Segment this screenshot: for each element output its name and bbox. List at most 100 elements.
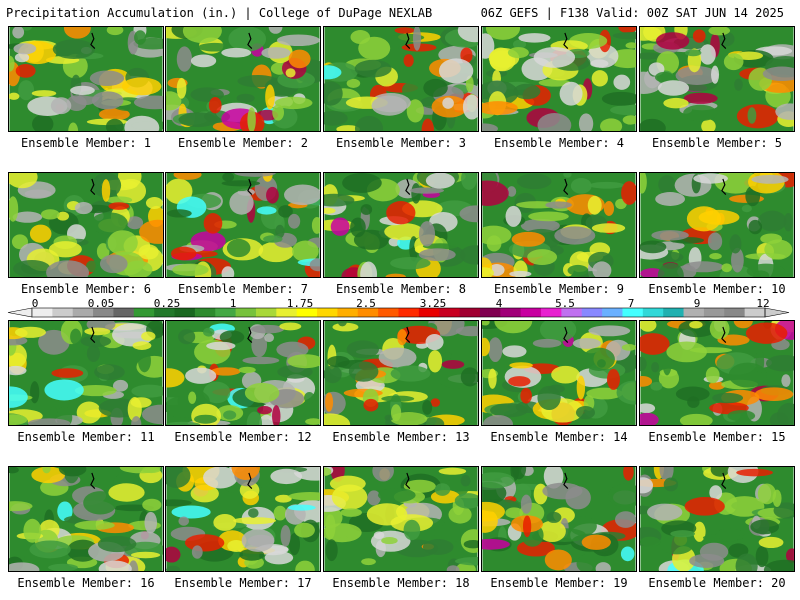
ensemble-member-label: Ensemble Member: 15 (648, 430, 786, 444)
colorbar-tick-label: 7 (627, 297, 635, 310)
colorbar-segment (276, 308, 298, 317)
lake-outline (405, 32, 411, 50)
precipitation-field (9, 321, 163, 425)
ensemble-member-map (165, 466, 321, 572)
colorbar-segment (235, 308, 257, 317)
ensemble-member-label: Ensemble Member: 5 (651, 136, 783, 150)
colorbar-segment (642, 308, 664, 317)
precipitation-field (482, 173, 636, 277)
ensemble-member-map (481, 172, 637, 278)
ensemble-member-map (323, 466, 479, 572)
colorbar-segment (561, 308, 583, 317)
ensemble-member-label: Ensemble Member: 7 (177, 282, 309, 296)
lake-outline (90, 178, 96, 196)
lake-outline (563, 326, 569, 344)
precipitation-field (640, 27, 794, 131)
colorbar-segment (52, 308, 74, 317)
ensemble-member-label: Ensemble Member: 11 (17, 430, 155, 444)
precipitation-field (324, 467, 478, 571)
lake-outline (721, 178, 727, 196)
colorbar-segment (113, 308, 135, 317)
colorbar-segment (133, 308, 155, 317)
colorbar-tick-label: 3.25 (419, 297, 447, 310)
lake-outline (405, 472, 411, 490)
colorbar-segment (398, 308, 420, 317)
precipitation-field (482, 467, 636, 571)
lake-outline (405, 178, 411, 196)
ensemble-member-label: Ensemble Member: 14 (490, 430, 628, 444)
colorbar-segment (500, 308, 522, 317)
precipitation-field (324, 321, 478, 425)
colorbar-segment (703, 308, 725, 317)
precipitation-field (166, 173, 320, 277)
ensemble-member-map (165, 26, 321, 132)
ensemble-member-map (165, 172, 321, 278)
colorbar-segment (317, 308, 338, 317)
colorbar-segment (32, 308, 53, 317)
precipitation-field (482, 27, 636, 131)
colorbar-segment (337, 308, 359, 317)
colorbar-segment (418, 308, 440, 317)
colorbar-segment (93, 308, 114, 317)
ensemble-member-map (165, 320, 321, 426)
product-title: Precipitation Accumulation (in.) | Colle… (6, 6, 433, 20)
ensemble-member-label: Ensemble Member: 8 (335, 282, 467, 296)
ensemble-member-map (639, 172, 795, 278)
colorbar-segment (215, 308, 237, 317)
lake-outline (247, 32, 253, 50)
precipitation-field (9, 467, 163, 571)
ensemble-member-label: Ensemble Member: 1 (20, 136, 152, 150)
ensemble-member-label: Ensemble Member: 3 (335, 136, 467, 150)
colorbar-segment (439, 308, 461, 317)
precipitation-field (640, 467, 794, 571)
ensemble-member-label: Ensemble Member: 2 (177, 136, 309, 150)
model-valid-time: 06Z GEFS | F138 Valid: 00Z SAT JUN 14 20… (480, 6, 784, 20)
ensemble-member-label: Ensemble Member: 17 (174, 576, 312, 590)
colorbar-segment (744, 308, 766, 317)
ensemble-member-map (8, 172, 164, 278)
colorbar-segment (602, 308, 623, 317)
colorbar-segment (72, 308, 94, 317)
lake-outline (247, 178, 253, 196)
colorbar-segment (683, 308, 705, 317)
ensemble-member-map (323, 320, 479, 426)
colorbar-tick-label: 9 (693, 297, 701, 310)
lake-outline (721, 472, 727, 490)
ensemble-member-label: Ensemble Member: 13 (332, 430, 470, 444)
ensemble-member-label: Ensemble Member: 20 (648, 576, 786, 590)
ensemble-member-map (323, 26, 479, 132)
ensemble-member-map (639, 466, 795, 572)
precipitation-field (166, 467, 320, 571)
lake-outline (405, 326, 411, 344)
colorbar-tick-label: 5.5 (555, 297, 575, 310)
precipitation-field (640, 173, 794, 277)
colorbar-segment (622, 308, 644, 317)
ensemble-member-map (481, 320, 637, 426)
lake-outline (563, 178, 569, 196)
ensemble-member-label: Ensemble Member: 19 (490, 576, 628, 590)
lake-outline (90, 32, 96, 50)
precipitation-field (166, 321, 320, 425)
colorbar-segment (154, 308, 176, 317)
colorbar-min-arrow (7, 307, 33, 318)
lake-outline (563, 32, 569, 50)
ensemble-member-map (8, 320, 164, 426)
colorbar-segment (255, 308, 277, 317)
colorbar-segment (378, 308, 399, 317)
colorbar-segment (541, 308, 562, 317)
colorbar-segment (663, 308, 685, 317)
lake-outline (247, 326, 253, 344)
colorbar-tick-label: 4 (495, 297, 503, 310)
colorbar-segment (357, 308, 379, 317)
lake-outline (721, 326, 727, 344)
colorbar-segment (194, 308, 216, 317)
ensemble-member-label: Ensemble Member: 9 (493, 282, 625, 296)
precipitation-field (9, 173, 163, 277)
precipitation-field (482, 321, 636, 425)
colorbar-segment (296, 308, 318, 317)
colorbar-tick-label: 1.75 (286, 297, 314, 310)
precipitation-colorbar (7, 307, 790, 318)
ensemble-member-map (481, 26, 637, 132)
precipitation-field (9, 27, 163, 131)
ensemble-member-map (8, 26, 164, 132)
